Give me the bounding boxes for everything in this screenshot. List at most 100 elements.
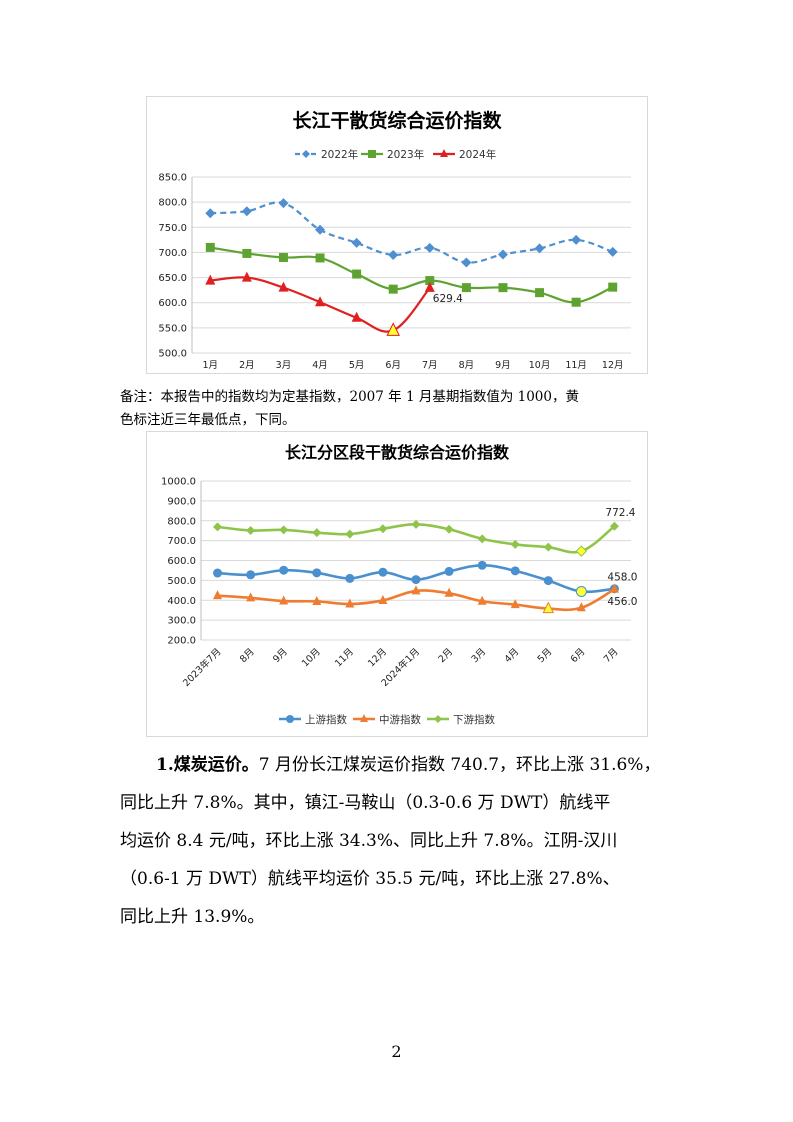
data-point	[246, 592, 256, 602]
legend-label-1: 上游指数	[305, 713, 347, 726]
x-tick-label: 2月	[239, 360, 255, 371]
data-point	[608, 282, 618, 292]
page-number: 2	[391, 1042, 402, 1061]
x-tick-label: 10月	[300, 646, 323, 669]
x-tick-label: 2月	[436, 646, 455, 665]
chart-2-legend: 上游指数 中游指数 下游指数	[279, 713, 495, 726]
data-point	[312, 528, 322, 538]
data-point	[213, 568, 223, 578]
paragraph-line-2: 同比上升 7.8%。其中，镇江-马鞍山（0.3-0.6 万 DWT）航线平	[120, 793, 611, 813]
x-tick-label: 7月	[602, 646, 621, 665]
data-point	[498, 283, 508, 293]
y-tick-label: 700.0	[167, 536, 196, 547]
data-point	[444, 587, 454, 597]
chart-1-title: 长江干散货综合运价指数	[292, 109, 502, 132]
y-tick-label: 650.0	[158, 273, 187, 284]
chart-note: 备注：本报告中的指数均为定基指数，2007 年 1 月基期指数值为 1000，黄…	[120, 386, 680, 432]
y-tick-label: 600.0	[158, 298, 187, 309]
data-point	[571, 297, 581, 307]
data-point	[378, 594, 388, 604]
x-tick-label: 6月	[385, 360, 401, 371]
data-point	[461, 283, 471, 293]
data-point	[609, 521, 619, 531]
y-tick-label: 800.0	[158, 198, 187, 209]
x-tick-label: 12月	[366, 646, 389, 669]
series-1	[205, 198, 618, 268]
x-tick-label: 2023年7月	[180, 646, 223, 689]
data-point	[315, 253, 325, 263]
chart-yangtze-dry-bulk-index: 长江干散货综合运价指数 2022年 2023年 2024年 500.0 550.0 600.…	[146, 96, 648, 374]
data-point	[388, 249, 399, 260]
data-point	[477, 560, 487, 570]
chart-2-svg: 长江分区段干散货综合运价指数 200.0 300.0 400.0 500.0 600.0 7…	[161, 443, 637, 726]
x-tick-label: 7月	[422, 360, 438, 371]
y-tick-label: 400.0	[167, 596, 196, 607]
data-label: 772.4	[605, 507, 635, 519]
legend-label-2: 中游指数	[379, 713, 421, 726]
data-point	[246, 525, 256, 535]
note-line-2: 色标注近三年最低点，下同。	[120, 412, 296, 428]
data-label: 629.4	[433, 293, 463, 305]
data-point	[411, 585, 421, 595]
data-point	[279, 595, 289, 605]
x-tick-label: 8月	[459, 360, 475, 371]
data-point	[461, 257, 472, 268]
data-point	[242, 248, 252, 258]
data-point	[352, 269, 362, 279]
data-point	[278, 281, 289, 292]
data-point	[315, 224, 326, 235]
chart-yangtze-section-index: 长江分区段干散货综合运价指数 200.0 300.0 400.0 500.0 600.0 7…	[146, 431, 648, 737]
data-point	[542, 601, 555, 614]
data-point	[279, 565, 289, 575]
data-point	[351, 237, 362, 248]
series-3	[213, 519, 619, 557]
data-point	[576, 602, 586, 612]
data-point	[378, 567, 388, 577]
x-tick-label: 4月	[312, 360, 328, 371]
data-point	[510, 599, 520, 609]
data-point	[312, 568, 322, 578]
data-point	[205, 208, 216, 219]
note-line-1: 备注：本报告中的指数均为定基指数，2007 年 1 月基期指数值为 1000，黄	[120, 389, 579, 405]
data-point	[213, 590, 223, 600]
x-tick-label: 5月	[536, 646, 555, 665]
data-point	[213, 522, 223, 532]
data-point	[378, 524, 388, 534]
paragraph-line-1: 1.煤炭运价。7 月份长江煤炭运价指数 740.7，环比上涨 31.6%，	[120, 746, 690, 784]
paragraph-lead: 1.煤炭运价。	[156, 755, 259, 775]
data-point	[607, 246, 618, 257]
data-point	[444, 566, 454, 576]
legend-label-2: 2023年	[387, 148, 424, 161]
paragraph-line-5: 同比上升 13.9%。	[120, 907, 265, 927]
data-point	[241, 271, 252, 282]
data-point	[411, 575, 421, 585]
legend-marker-2	[360, 714, 368, 722]
data-point	[510, 566, 520, 576]
data-point	[278, 252, 288, 262]
data-point	[312, 595, 322, 605]
data-point	[444, 524, 454, 534]
legend-marker-2	[368, 150, 376, 158]
data-point	[575, 545, 588, 557]
data-point	[424, 242, 435, 253]
data-point	[609, 583, 619, 593]
x-tick-label: 12月	[602, 360, 624, 371]
data-point	[386, 322, 401, 336]
data-point	[477, 534, 487, 544]
coal-freight-paragraph: 1.煤炭运价。7 月份长江煤炭运价指数 740.7，环比上涨 31.6%， 同比…	[120, 746, 690, 936]
legend-marker-1	[286, 715, 294, 723]
x-tick-label: 11月	[565, 360, 587, 371]
y-tick-label: 500.0	[158, 349, 187, 360]
data-point	[477, 595, 487, 605]
data-point	[345, 529, 355, 539]
legend-label-3: 2024年	[459, 148, 496, 161]
y-tick-label: 900.0	[167, 496, 196, 507]
y-tick-label: 1000.0	[161, 477, 196, 488]
y-tick-label: 600.0	[167, 556, 196, 567]
x-tick-label: 10月	[529, 360, 551, 371]
chart-1-legend: 2022年 2023年 2024年	[295, 148, 496, 161]
y-tick-label: 750.0	[158, 223, 187, 234]
x-tick-label: 3月	[470, 646, 489, 665]
data-point	[278, 198, 289, 209]
x-tick-label: 6月	[569, 646, 588, 665]
